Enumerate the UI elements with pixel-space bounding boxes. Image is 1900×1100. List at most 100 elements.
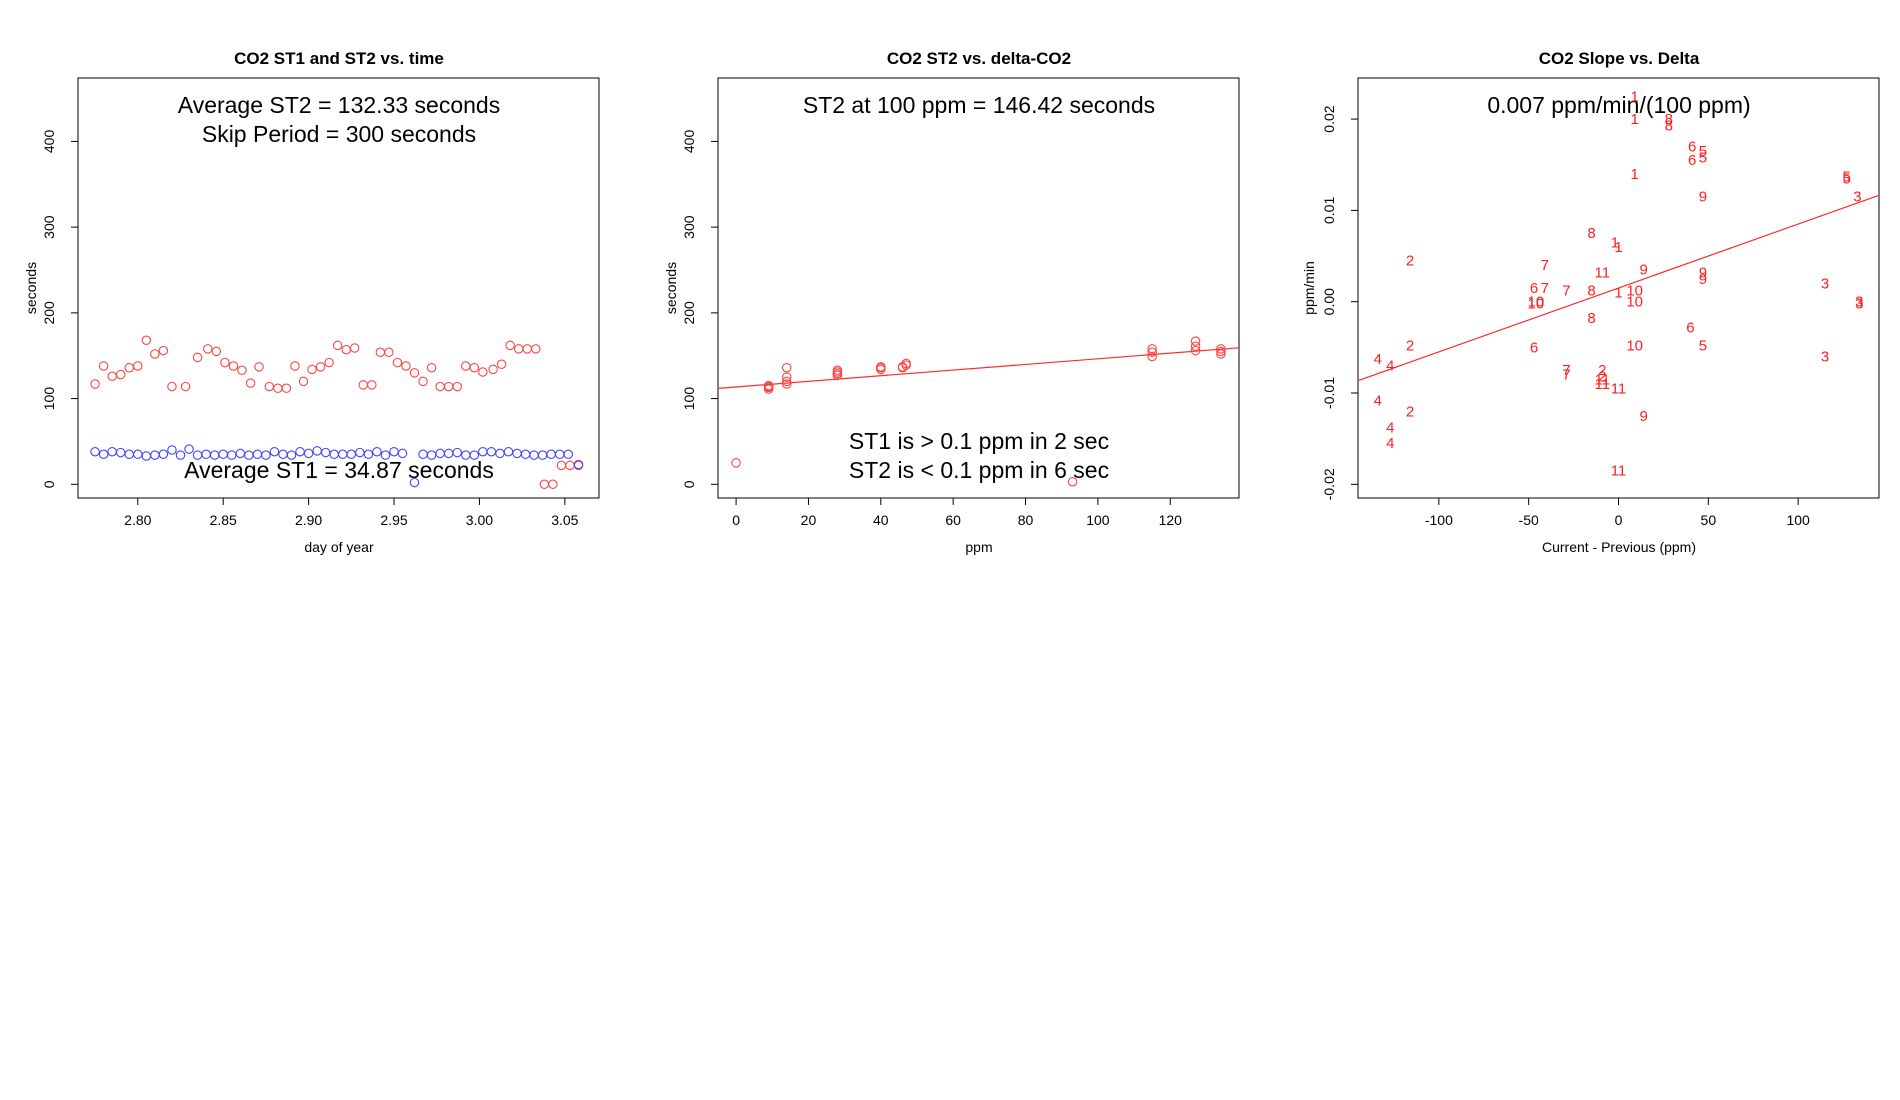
x-tick-label: 0 xyxy=(1615,512,1623,528)
data-points xyxy=(90,335,584,490)
x-axis-ticks: 0 20 40 60 80 100 120 xyxy=(732,498,1182,528)
st2-point xyxy=(548,479,558,490)
st1-point xyxy=(363,449,374,460)
st2-point xyxy=(332,340,343,351)
slope-point-label: 1 xyxy=(1614,285,1622,302)
st2-point xyxy=(781,372,792,382)
st2-point xyxy=(1147,351,1157,362)
slope-point-label: 9 xyxy=(1699,189,1707,206)
st2-point xyxy=(392,357,403,368)
st2-point xyxy=(418,376,428,387)
slope-point-label: 11 xyxy=(1611,380,1627,397)
y-tick-label: 100 xyxy=(681,387,697,411)
x-tick-label: 2.85 xyxy=(210,512,237,528)
st2-point xyxy=(876,362,886,372)
annotation-average-st2: Average ST2 = 132.33 seconds xyxy=(178,92,500,118)
st2-point xyxy=(228,361,239,371)
x-axis-label: day of year xyxy=(304,539,374,555)
annotation-slope: 0.007 ppm/min/(100 ppm) xyxy=(1487,92,1750,118)
st2-point xyxy=(98,361,109,371)
slope-point-label: 8 xyxy=(1587,225,1595,242)
slope-point-label: 5 xyxy=(1699,143,1707,160)
st2-point xyxy=(203,344,213,354)
annotation-st2-at-100ppm: ST2 at 100 ppm = 146.42 seconds xyxy=(803,92,1155,118)
y-axis-ticks: -0.02 -0.01 0.00 0.01 0.02 xyxy=(1321,105,1358,500)
st2-point xyxy=(367,380,377,390)
slope-point-label: 5 xyxy=(1699,149,1707,166)
st1-point xyxy=(261,450,271,460)
st1-point xyxy=(469,450,480,460)
st2-point xyxy=(349,343,360,353)
st2-point xyxy=(409,368,420,378)
x-tick-label: 0 xyxy=(732,512,740,528)
y-axis-ticks: 0 100 200 300 400 xyxy=(681,130,718,488)
st2-point xyxy=(211,346,222,357)
slope-point-label: 8 xyxy=(1587,310,1595,327)
st2-point xyxy=(401,361,411,371)
regression-line xyxy=(1357,194,1880,382)
y-tick-label: 0 xyxy=(41,480,57,488)
slope-point-label: 11 xyxy=(1611,463,1627,480)
st2-point xyxy=(192,352,203,363)
y-axis-label: ppm/min xyxy=(1301,261,1317,315)
slope-point-label: 1 xyxy=(1630,88,1638,105)
x-tick-label: -100 xyxy=(1425,512,1453,528)
st2-point xyxy=(384,347,394,358)
st2-point xyxy=(781,379,792,389)
st2-point xyxy=(90,379,100,389)
panel-st1-st2-vs-time: CO2 ST1 and ST2 vs. time day of year sec… xyxy=(23,49,600,555)
st2-point xyxy=(254,362,264,372)
x-tick-label: 60 xyxy=(945,512,961,528)
annotation-skip-period: Skip Period = 300 seconds xyxy=(202,121,476,147)
st2-point xyxy=(781,376,792,387)
st1-point xyxy=(372,446,382,457)
st1-point xyxy=(167,445,177,455)
st1-point xyxy=(563,449,574,460)
chart-title: CO2 Slope vs. Delta xyxy=(1539,49,1700,68)
x-tick-label: 20 xyxy=(801,512,817,528)
st2-point xyxy=(781,362,792,373)
st1-point xyxy=(98,449,109,460)
st1-point xyxy=(184,444,194,454)
slope-point-label: 2 xyxy=(1406,338,1414,355)
y-tick-label: 300 xyxy=(41,215,57,239)
slope-point-label: 7 xyxy=(1541,257,1549,274)
st2-point xyxy=(1216,346,1226,357)
x-tick-label: 100 xyxy=(1086,512,1110,528)
annotation-average-st1: Average ST1 = 34.87 seconds xyxy=(184,457,494,483)
st2-point xyxy=(281,383,292,394)
y-tick-label: 400 xyxy=(41,130,57,154)
st2-point xyxy=(315,362,326,372)
st2-point xyxy=(478,367,488,377)
st1-point xyxy=(303,448,314,459)
st2-point xyxy=(1190,336,1201,346)
y-axis-label: seconds xyxy=(663,262,679,314)
st1-point xyxy=(158,449,169,460)
st2-point xyxy=(141,335,152,346)
slope-point-label: 10 xyxy=(1626,338,1643,355)
slope-point-label: 2 xyxy=(1406,253,1414,270)
y-tick-label: 200 xyxy=(41,301,57,325)
y-axis-ticks: 0 100 200 300 400 xyxy=(41,130,78,488)
y-tick-label: -0.02 xyxy=(1321,468,1337,500)
y-tick-label: 0.02 xyxy=(1321,105,1337,132)
slope-point-label: 3 xyxy=(1855,296,1863,313)
st1-point xyxy=(175,450,186,460)
st1-point xyxy=(397,448,408,459)
annotation-st1-threshold: ST1 is > 0.1 ppm in 2 sec xyxy=(849,428,1109,454)
slope-point-label: 9 xyxy=(1639,262,1647,279)
st2-point xyxy=(488,364,498,375)
y-tick-label: 100 xyxy=(41,387,57,411)
y-tick-label: 200 xyxy=(681,301,697,325)
y-axis-label: seconds xyxy=(23,262,39,314)
st2-point xyxy=(1190,345,1201,356)
st2-point xyxy=(115,369,126,380)
st2-point xyxy=(150,349,160,359)
st2-point xyxy=(496,359,507,370)
st2-point xyxy=(290,361,300,371)
x-tick-label: 2.90 xyxy=(295,512,322,528)
slope-point-label: 9 xyxy=(1639,408,1647,425)
slope-point-label: 9 xyxy=(1699,264,1707,281)
st2-point xyxy=(1067,476,1078,487)
st2-point xyxy=(469,362,480,373)
